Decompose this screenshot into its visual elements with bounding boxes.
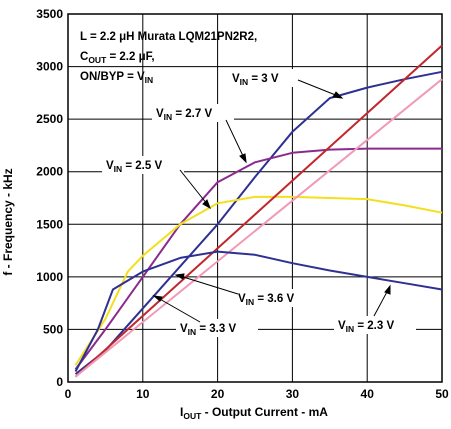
annotation-vin-2-5v: VIN = 2.5 V xyxy=(102,156,184,174)
y-tick-label-0: 0 xyxy=(56,375,63,389)
leader-vin-3-3v-arrow xyxy=(154,296,162,301)
condition-cout: COUT = 2.2 μF, xyxy=(80,51,155,65)
x-axis-label-rest: - Output Current - mA xyxy=(201,405,328,419)
y-tick-label-2: 1000 xyxy=(36,270,63,284)
x-axis-label: IOUT - Output Current - mA xyxy=(180,405,328,421)
y-tick-label-5: 2500 xyxy=(36,112,63,126)
x-tick-label-1: 10 xyxy=(136,387,150,401)
y-axis-label: f - Frequency - kHz xyxy=(1,168,15,275)
annotation-vin-3-3v: VIN = 3.3 V xyxy=(176,319,258,337)
x-tick-label-0: 0 xyxy=(65,387,72,401)
leader-vin-2-5v xyxy=(180,170,207,204)
x-tick-label-2: 20 xyxy=(211,387,225,401)
leader-vin-2-3v xyxy=(374,290,388,316)
y-tick-label-7: 3500 xyxy=(36,7,63,21)
annotation-vin-2-7v: VIN = 2.7 V xyxy=(152,104,234,122)
y-tick-label-4: 2000 xyxy=(36,165,63,179)
leader-vin-2-7v xyxy=(226,120,244,158)
leader-vin-2-3v-arrow xyxy=(385,286,390,294)
y-tick-label-3: 1500 xyxy=(36,217,63,231)
y-tick-label-1: 500 xyxy=(43,322,63,336)
annotation-vin-3-6v: VIN = 3.6 V xyxy=(234,289,316,307)
annotation-vin-3v: VIN = 3 V xyxy=(228,69,304,87)
x-tick-label-3: 30 xyxy=(286,387,300,401)
leader-vin-2-7v-arrow xyxy=(240,154,246,162)
x-axis-label-sub: OUT xyxy=(183,411,202,421)
leader-vin-3-3v xyxy=(158,298,200,322)
x-tick-label-5: 50 xyxy=(435,387,449,401)
condition-inductor: L = 2.2 μH Murata LQM21PN2R2, xyxy=(80,31,257,43)
x-tick-label-4: 40 xyxy=(361,387,375,401)
svg-text:VIN = 3 V: VIN = 3 V xyxy=(232,73,279,87)
leader-vin-2-5v-arrow xyxy=(203,200,210,208)
condition-on-byp: ON/BYP = VIN xyxy=(80,71,153,85)
annotation-vin-2-3v: VIN = 2.3 V xyxy=(334,316,416,334)
y-tick-label-6: 3000 xyxy=(36,60,63,74)
series-line-1 xyxy=(76,149,443,370)
leader-vin-3v xyxy=(298,80,338,96)
